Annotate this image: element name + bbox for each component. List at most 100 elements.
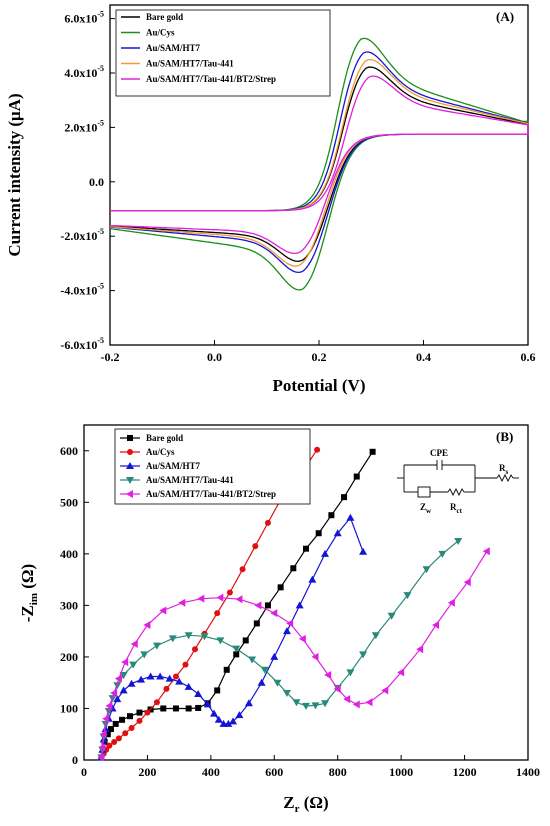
data-point — [214, 610, 221, 617]
data-point — [172, 705, 179, 712]
eis-points-4 — [97, 547, 490, 762]
y-axis-label-a: Current intensity (μA) — [5, 93, 24, 256]
data-point — [214, 687, 221, 694]
x-tick-label-a: 0.6 — [521, 350, 536, 364]
data-point — [346, 513, 355, 521]
legend-frame-b — [114, 428, 311, 505]
legend-label-a: Au/Cys — [146, 28, 175, 38]
y-tick-label-b: 400 — [60, 547, 78, 561]
x-axis-label-b: Zr (Ω) — [283, 793, 328, 815]
chart-a: -0.2 0.0 0.2 0.4 0.6 -6.0x10-5 -4.0x10-5 -2.0x1… — [5, 4, 536, 395]
data-point — [105, 701, 113, 710]
y-tick-label-b: 300 — [60, 598, 78, 612]
data-point — [115, 735, 122, 742]
eis-points-3 — [97, 537, 463, 762]
cpe-label: CPE — [430, 448, 448, 458]
data-point — [315, 530, 322, 537]
data-point — [341, 494, 348, 501]
data-point — [226, 589, 233, 596]
x-tick-label-b: 1000 — [389, 765, 413, 779]
y-tick-label-a: 0.0 — [89, 175, 104, 189]
x-tick-label-b: 1200 — [453, 765, 477, 779]
warburg-element — [417, 486, 431, 498]
legend-label-b: Au/Cys — [146, 447, 175, 457]
data-point — [136, 717, 143, 724]
data-point — [454, 537, 463, 545]
data-point — [438, 550, 447, 558]
data-point — [264, 519, 271, 526]
data-point — [229, 717, 238, 725]
data-point — [365, 698, 373, 707]
data-point — [156, 672, 165, 680]
data-point — [303, 545, 309, 552]
data-point — [153, 699, 160, 706]
data-point — [136, 709, 143, 716]
legend-label-b: Bare gold — [146, 433, 183, 443]
data-point — [311, 652, 319, 661]
data-point — [328, 512, 335, 519]
data-point — [107, 726, 114, 733]
data-point — [333, 684, 341, 693]
legend-label-b: Au/SAM/HT7/Tau-441 — [146, 475, 234, 485]
data-point — [422, 566, 431, 574]
data-point — [159, 606, 167, 615]
chart-b: 0 200 400 600 800 1000 1200 1400 0 100 200 300 400 50… — [18, 424, 540, 815]
data-point — [239, 566, 246, 573]
x-tick-label-a: 0.4 — [416, 350, 431, 364]
panel-label-b: (B) — [496, 429, 513, 444]
data-point — [264, 602, 271, 609]
x-tick-label-b: 200 — [138, 765, 156, 779]
legend-label-a: Au/SAM/HT7/Tau-441/BT2/Strep — [146, 74, 276, 84]
data-point — [111, 738, 118, 745]
data-point — [102, 714, 110, 723]
data-point — [270, 609, 278, 618]
data-point — [210, 709, 219, 717]
data-point — [113, 682, 122, 690]
data-point — [295, 601, 304, 609]
legend-label-a: Au/SAM/HT7/Tau-441 — [146, 59, 234, 69]
data-point — [112, 720, 119, 727]
data-point — [216, 637, 225, 645]
eis-points-2 — [97, 513, 368, 761]
eis-line-4 — [100, 550, 488, 758]
data-point — [175, 677, 184, 685]
data-point — [137, 675, 146, 683]
data-point — [110, 689, 118, 697]
data-point — [146, 672, 155, 680]
x-tick-label-b: 0 — [81, 765, 87, 779]
legend-marker-b — [126, 490, 133, 498]
legend-marker-b — [127, 449, 133, 455]
data-point — [333, 529, 342, 537]
data-point — [114, 674, 122, 683]
data-point — [463, 578, 471, 587]
data-point — [130, 640, 138, 649]
data-point — [160, 705, 167, 712]
rct-resistor — [447, 487, 465, 497]
data-point — [387, 612, 396, 620]
data-point — [119, 671, 128, 679]
data-point — [270, 652, 279, 660]
data-point — [185, 705, 192, 712]
data-point — [126, 713, 133, 720]
data-point — [397, 668, 405, 677]
data-point — [359, 651, 368, 659]
data-point — [129, 661, 138, 669]
data-point — [253, 620, 260, 627]
data-point — [152, 642, 161, 650]
y-tick-label-b: 100 — [60, 701, 78, 715]
data-point — [416, 645, 424, 654]
y-tick-label-b: 0 — [72, 753, 78, 767]
data-point — [178, 598, 186, 607]
legend-marker-b — [127, 435, 133, 441]
data-point — [260, 666, 269, 674]
data-point — [286, 619, 294, 628]
y-tick-label-a: 2.0x10-5 — [64, 118, 104, 134]
data-point — [282, 690, 291, 697]
data-point — [194, 690, 203, 698]
data-point — [223, 666, 230, 673]
data-point — [403, 592, 412, 600]
data-point — [128, 725, 135, 732]
data-point — [106, 742, 113, 749]
eis-line-3 — [100, 540, 459, 758]
